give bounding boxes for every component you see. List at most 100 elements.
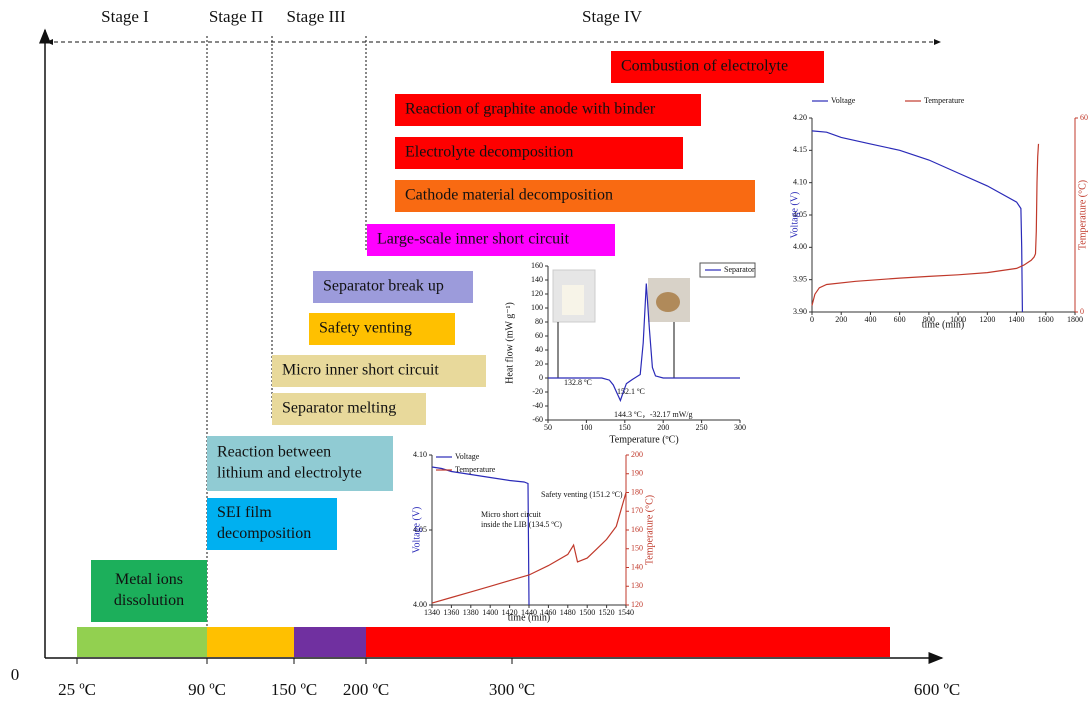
process-label: Electrolyte decomposition [405, 144, 573, 161]
x-tick-label: 300 [734, 423, 746, 432]
stage-bar [294, 627, 366, 657]
x-tick-label: 100 [580, 423, 592, 432]
x-tick-label: 1600 [1038, 315, 1054, 324]
x-tick-label: 50 [544, 423, 552, 432]
x-tick-label: 600 [894, 315, 906, 324]
process-label: lithium and electrolyte [217, 465, 362, 482]
process-label: Safety venting [319, 320, 412, 337]
data-line [432, 467, 529, 605]
temperature-label: 90 ºC [188, 680, 226, 699]
temperature-label: 600 ºC [914, 680, 960, 699]
x-axis-label: time (min) [922, 319, 965, 330]
process-label: Reaction of graphite anode with binder [405, 101, 656, 118]
x-tick-label: 1800 [1067, 315, 1083, 324]
x-tick-label: 1480 [560, 608, 576, 617]
process-label: Cathode material decomposition [405, 187, 613, 204]
annotation: 152.1 ºC [617, 387, 645, 396]
x-tick-label: 1360 [443, 608, 459, 617]
diagram: Stage I Stage Π Stage III Stage IV 0 25 ºC 90 … [11, 7, 1088, 699]
y-axis-label: Heat flow (mW g⁻¹) [504, 302, 515, 384]
y-tick-label: -20 [532, 387, 543, 396]
y-tick-label: 4.10 [413, 450, 427, 459]
x-tick-label: 1340 [424, 608, 440, 617]
data-line [812, 131, 1022, 312]
y-tick-label: -40 [532, 401, 543, 410]
y2-tick-label: 130 [631, 581, 643, 590]
y-tick-label: 3.90 [793, 307, 807, 316]
process-label: Metal ions [115, 571, 183, 588]
y2-axis-label: Temperature (°C) [644, 495, 655, 565]
inset-chart: 0200400600800100012001400160018003.903.9… [789, 96, 1088, 330]
y-axis-label: Voltage (V) [789, 192, 800, 239]
inset-chart: 1340136013801400142014401460148015001520… [411, 450, 655, 623]
process-label: Combustion of electrolyte [621, 58, 788, 75]
x-tick-label: 1400 [1009, 315, 1025, 324]
y2-axis-label: Temperature (°C) [1077, 180, 1088, 250]
y2-tick-label: 180 [631, 487, 643, 496]
process-label: Micro inner short circuit [282, 362, 439, 379]
y2-tick-label: 600 [1080, 113, 1088, 122]
process-label: Large-scale inner short circuit [377, 231, 570, 248]
y-tick-label: 4.00 [413, 600, 427, 609]
page: Stage I Stage Π Stage III Stage IV 0 25 ºC 90 … [0, 0, 1088, 706]
annotation: inside the LIB (134.5 ºC) [481, 520, 562, 529]
y-tick-label: 0 [539, 373, 543, 382]
y2-tick-label: 140 [631, 562, 643, 571]
x-tick-label: 0 [810, 315, 814, 324]
legend-label: Temperature [924, 96, 965, 105]
y-tick-label: 120 [531, 289, 543, 298]
legend-label: Temperature [455, 465, 496, 474]
process-label: SEI film [217, 504, 272, 521]
y-tick-label: 160 [531, 261, 543, 270]
figure: Stage I Stage Π Stage III Stage IV 0 25 ºC 90 … [0, 0, 1088, 706]
temperature-label: 25 ºC [58, 680, 96, 699]
y-tick-label: 3.95 [793, 274, 807, 283]
x-tick-label: 1200 [979, 315, 995, 324]
y-tick-label: 80 [535, 317, 543, 326]
stage-bar [77, 627, 207, 657]
x-tick-label: 1500 [579, 608, 595, 617]
y-tick-label: 100 [531, 303, 543, 312]
y-tick-label: 140 [531, 275, 543, 284]
y-tick-label: 4.15 [793, 145, 807, 154]
stage-bar [207, 627, 294, 657]
x-axis-label: time (min) [508, 612, 551, 623]
stage-bar [366, 627, 890, 657]
y-tick-label: 4.20 [793, 113, 807, 122]
y-tick-label: -60 [532, 415, 543, 424]
x-tick-label: 250 [696, 423, 708, 432]
process-label: decomposition [217, 525, 311, 542]
x-tick-label: 1540 [618, 608, 634, 617]
data-line [812, 144, 1039, 306]
stage-label: Stage I [101, 7, 149, 26]
stage-label: Stage III [286, 7, 345, 26]
process-label: dissolution [114, 592, 184, 609]
annotation: 144.3 ºC，-32.17 mW/g [614, 410, 692, 419]
y-tick-label: 4.00 [793, 242, 807, 251]
x-tick-label: 150 [619, 423, 631, 432]
y2-tick-label: 120 [631, 600, 643, 609]
temperature-label: 300 ºC [489, 680, 535, 699]
y-tick-label: 60 [535, 331, 543, 340]
process-label: Reaction between [217, 444, 331, 461]
origin-label: 0 [11, 665, 20, 684]
process-label: Separator melting [282, 400, 396, 417]
x-tick-label: 1400 [482, 608, 498, 617]
y2-tick-label: 160 [631, 525, 643, 534]
legend-label: Voltage [831, 96, 856, 105]
legend-label: Separator [724, 265, 755, 274]
x-tick-label: 400 [864, 315, 876, 324]
stage-label: Stage Π [209, 7, 263, 26]
annotation: 132.8 ºC [564, 378, 592, 387]
y2-tick-label: 200 [631, 450, 643, 459]
y2-tick-label: 150 [631, 544, 643, 553]
photo-sample [562, 285, 584, 315]
y2-tick-label: 190 [631, 469, 643, 478]
process-box [91, 560, 207, 622]
temperature-label: 150 ºC [271, 680, 317, 699]
x-tick-label: 1380 [463, 608, 479, 617]
inset-chart: 50100150200250300-60-40-2002040608010012… [504, 261, 755, 445]
annotation: Safety venting (151.2 ºC) [541, 490, 623, 499]
stage-label: Stage IV [582, 7, 643, 26]
x-tick-label: 200 [657, 423, 669, 432]
